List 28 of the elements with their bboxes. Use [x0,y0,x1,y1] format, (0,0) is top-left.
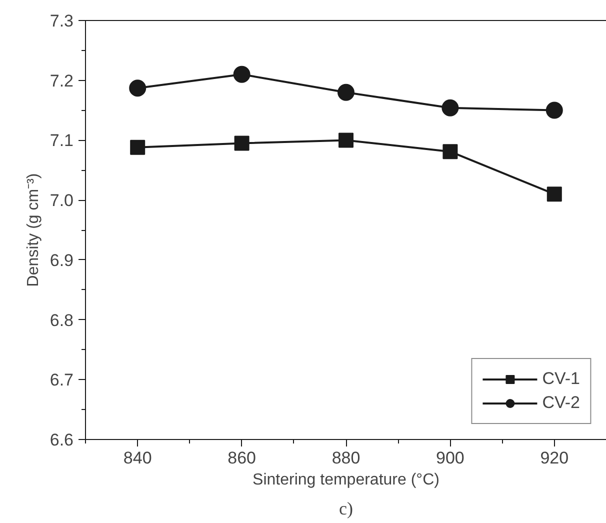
x-tick-label: 880 [332,448,360,468]
y-tick-label: 7.3 [50,12,74,30]
point [546,102,563,119]
x-tick-label: 920 [540,448,569,468]
point [130,140,146,155]
y-tick-label: 6.7 [50,370,74,390]
legend-label: CV-2 [542,393,580,413]
y-tick-label: 6.8 [50,310,74,330]
point [338,132,354,148]
point [129,80,146,97]
point [233,66,250,83]
y-tick-label: 6.9 [50,250,74,270]
x-tick-label: 860 [228,448,256,468]
legend-label: CV-1 [542,369,580,389]
x-tick-label: 900 [436,448,464,468]
y-tick-label: 7.2 [50,71,74,90]
point [234,136,250,151]
x-tick-label: 840 [123,448,152,468]
y-axis-title: Density (g cm⁻³) [24,173,42,287]
point [442,99,459,116]
text: c) [339,498,353,518]
point [338,84,354,101]
point [442,144,458,160]
y-tick-label: 7.1 [50,131,74,150]
x-axis-title: Sintering temperature (°C) [252,472,440,488]
y-tick-label: 6.6 [50,430,74,450]
point [546,186,562,202]
y-tick-label: 7.0 [50,191,74,210]
